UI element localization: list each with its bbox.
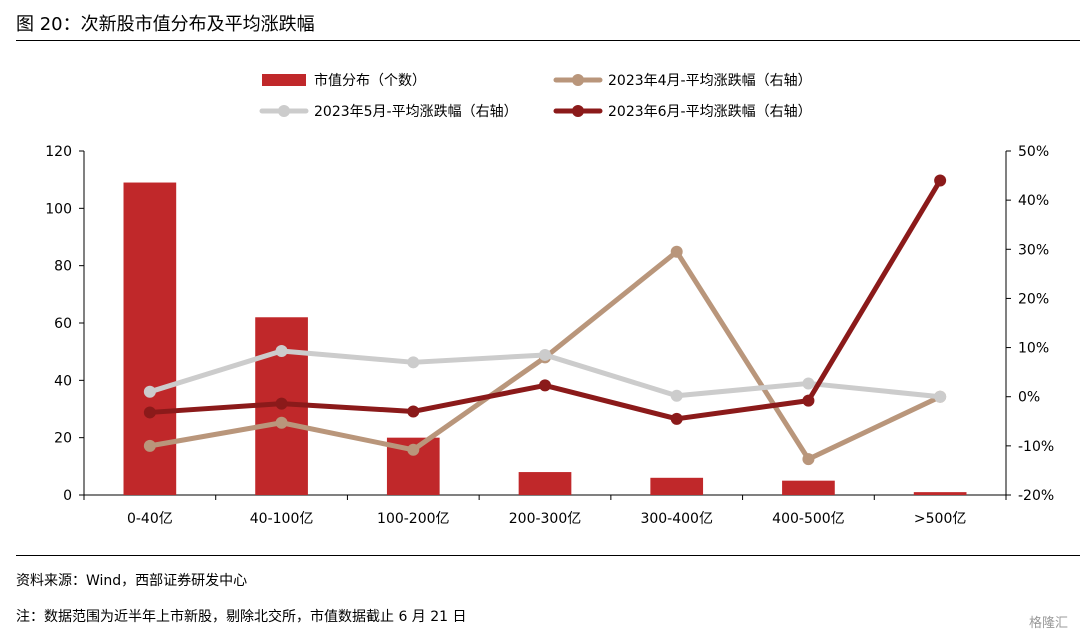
series-point [143, 439, 156, 452]
left-tick-label: 80 [54, 259, 72, 275]
lines [143, 174, 947, 466]
right-tick-label: 10% [1018, 341, 1049, 357]
right-tick-label: 40% [1018, 193, 1049, 209]
legend-marker [278, 105, 290, 117]
series-point [407, 405, 420, 418]
bar [650, 477, 704, 495]
x-tick-label: 100-200亿 [377, 511, 450, 527]
left-tick-label: 0 [63, 488, 72, 504]
right-tick-label: 50% [1018, 144, 1049, 160]
series-point [934, 390, 947, 403]
legend-marker [572, 105, 584, 117]
footnote: 注：数据范围为近半年上市新股，剔除北交所，市值数据截止 6 月 21 日 [16, 609, 467, 625]
chart: 市值分布（个数） 2023年4月-平均涨跌幅（右轴） 2023年5月-平均涨跌幅（右… [45, 72, 1054, 527]
series-point [407, 356, 420, 369]
axes: 0 20 40 60 80 100 120 -20% -10% 0% 10% 20% 30% 40% 50%… [45, 144, 1054, 527]
series-point [275, 397, 288, 410]
bottom-rule [16, 555, 1080, 556]
legend-label: 2023年6月-平均涨跌幅（右轴） [608, 104, 812, 120]
bar [782, 480, 835, 495]
right-tick-label: 20% [1018, 291, 1049, 307]
bar [913, 492, 967, 495]
bars [123, 182, 967, 496]
series-point [670, 245, 683, 258]
series-point [407, 443, 420, 456]
series-point [802, 453, 815, 466]
x-tick-label: 40-100亿 [250, 511, 314, 527]
series-point [275, 345, 288, 358]
bar [518, 472, 572, 495]
series-point [539, 379, 551, 392]
series-point [539, 348, 551, 361]
legend-label: 2023年5月-平均涨跌幅（右轴） [314, 104, 518, 120]
x-tick-label: 300-400亿 [640, 511, 713, 527]
legend-swatch [262, 74, 306, 86]
x-tick-label: >500亿 [914, 511, 966, 527]
watermark: 格隆汇 [1028, 616, 1068, 631]
left-tick-label: 40 [54, 373, 72, 389]
left-tick-label: 60 [54, 316, 72, 332]
x-tick-label: 400-500亿 [772, 511, 845, 527]
source-note: 资料来源：Wind，西部证券研发中心 [16, 573, 248, 589]
series-point [143, 406, 156, 419]
legend-marker [572, 74, 584, 86]
right-tick-label: 30% [1018, 242, 1049, 258]
x-tick-label: 0-40亿 [127, 511, 173, 527]
figure-title: 图 20：次新股市值分布及平均涨跌幅 [16, 14, 315, 35]
legend: 市值分布（个数） 2023年4月-平均涨跌幅（右轴） 2023年5月-平均涨跌幅（右… [259, 72, 812, 120]
top-rule [16, 40, 1080, 41]
legend-label: 2023年4月-平均涨跌幅（右轴） [608, 73, 812, 89]
legend-label: 市值分布（个数） [314, 72, 426, 89]
right-tick-label: -20% [1018, 488, 1054, 504]
series-point [802, 394, 815, 407]
series-point [670, 412, 683, 425]
left-tick-label: 100 [45, 201, 72, 217]
series-point [143, 385, 156, 398]
series-point [802, 377, 815, 390]
series-point [275, 416, 288, 429]
right-tick-label: -10% [1018, 439, 1054, 455]
left-tick-label: 120 [45, 144, 72, 160]
series-point [934, 174, 947, 187]
right-tick-label: 0% [1018, 390, 1040, 406]
x-tick-label: 200-300亿 [509, 511, 582, 527]
series-point [670, 389, 683, 402]
left-tick-label: 20 [54, 431, 72, 447]
